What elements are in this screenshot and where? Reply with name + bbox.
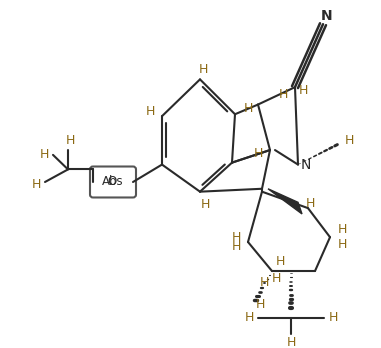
Text: Abs: Abs	[102, 175, 124, 189]
Text: H: H	[275, 255, 285, 268]
Text: H: H	[255, 299, 265, 311]
Text: H: H	[298, 85, 308, 97]
Text: O: O	[107, 175, 117, 189]
Text: H: H	[31, 179, 41, 191]
Text: H: H	[259, 276, 269, 289]
Text: H: H	[39, 148, 49, 161]
Text: H: H	[271, 272, 281, 285]
Text: H: H	[231, 231, 241, 244]
Text: N: N	[321, 9, 333, 23]
Text: H: H	[337, 223, 347, 236]
Text: H: H	[65, 134, 75, 147]
Text: H: H	[328, 311, 338, 324]
Text: H: H	[243, 102, 253, 115]
Text: H: H	[344, 134, 354, 147]
Text: H: H	[337, 238, 347, 251]
Text: N: N	[301, 158, 311, 172]
Text: H: H	[305, 197, 315, 210]
Polygon shape	[268, 189, 302, 214]
Text: H: H	[145, 105, 155, 118]
Text: H: H	[278, 88, 288, 101]
Text: H: H	[244, 311, 254, 324]
Text: H: H	[200, 198, 210, 211]
Text: H: H	[199, 63, 208, 76]
Text: H: H	[231, 240, 241, 253]
Text: H: H	[286, 336, 296, 348]
Text: H: H	[253, 148, 263, 160]
FancyBboxPatch shape	[90, 166, 136, 197]
